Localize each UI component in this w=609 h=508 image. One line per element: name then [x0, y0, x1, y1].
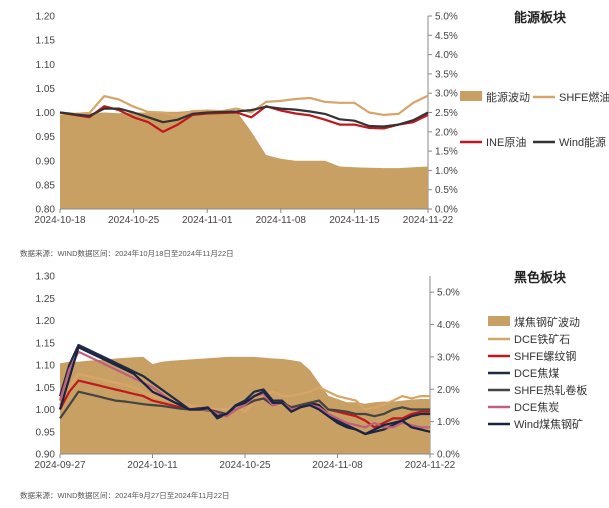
y-right-tick-label: 0.5%: [435, 185, 458, 196]
y-left-tick-label: 0.85: [36, 180, 56, 191]
y-left-tick-label: 1.10: [36, 361, 56, 372]
x-tick-label: 2024-10-11: [127, 460, 178, 471]
line-series-1-4: [58, 350, 430, 429]
y-right-tick-label: 2.5%: [435, 108, 458, 119]
x-tick-label: 2024-10-18: [34, 215, 86, 226]
y-left-tick-label: 1.20: [36, 12, 56, 23]
y-left-tick-label: 0.90: [36, 156, 56, 167]
y-left-tick-label: 0.80: [36, 205, 56, 216]
y-left-tick-label: 1.20: [36, 316, 56, 327]
y-right-tick-label: 1.5%: [435, 147, 458, 158]
y-left-tick-label: 1.15: [36, 36, 56, 47]
legend-label: SHFE热轧卷板: [514, 383, 587, 397]
x-tick-label: 2024-10-25: [108, 215, 160, 226]
y-right-tick-label: 2.0%: [437, 385, 460, 396]
legend-label: DCE焦炭: [514, 401, 559, 414]
y-right-tick-label: 1.0%: [435, 166, 458, 177]
x-tick-label: 2024-09-27: [34, 460, 86, 471]
y-right-tick-label: 4.0%: [435, 50, 458, 61]
legend-label: DCE焦煤: [514, 367, 559, 380]
y-right-tick-label: 4.5%: [435, 31, 458, 42]
x-tick-label: 2024-11-15: [329, 215, 380, 226]
y-left-tick-label: 1.05: [36, 383, 56, 394]
y-left-tick-label: 0.95: [36, 132, 56, 143]
y-right-tick-label: 0.0%: [435, 205, 458, 216]
y-left-tick-label: 1.00: [36, 108, 56, 119]
line-series-1-0: [59, 372, 430, 413]
legend-label: 煤焦钢矿波动: [514, 316, 580, 329]
y-right-tick-label: 3.0%: [437, 352, 460, 363]
y-left-tick-label: 1.30: [36, 272, 56, 283]
y-right-tick-label: 4.0%: [437, 320, 460, 331]
y-right-tick-label: 5.0%: [437, 288, 460, 299]
line-series-0-2: [59, 105, 429, 128]
y-left-tick-label: 1.05: [36, 84, 56, 95]
y-left-tick-label: 1.25: [36, 294, 56, 305]
x-tick-label: 2024-11-01: [182, 215, 233, 226]
legend-label: Wind煤焦钢矿: [514, 418, 583, 431]
legend-label: SHFE螺纹钢: [514, 349, 576, 363]
y-right-tick-label: 0.0%: [437, 450, 460, 461]
legend-label: 能源波动: [486, 90, 530, 104]
legend-label: Wind能源: [559, 135, 606, 149]
legend-swatch-area: [460, 91, 482, 101]
legend-label: SHFE燃油: [559, 90, 609, 104]
x-tick-label: 2024-11-08: [256, 215, 307, 226]
y-left-tick-label: 1.00: [36, 405, 56, 416]
y-right-tick-label: 5.0%: [435, 12, 458, 23]
y-right-tick-label: 2.0%: [435, 127, 458, 138]
source-note: 数据来源：WIND数据区间：2024年10月18日至2024年11月22日: [20, 248, 234, 258]
y-left-tick-label: 1.15: [36, 338, 56, 349]
y-right-tick-label: 3.0%: [435, 89, 458, 100]
line-series-0-1: [59, 105, 429, 133]
legend-label: INE原油: [486, 135, 526, 149]
legend-swatch-area: [488, 316, 510, 326]
y-left-tick-label: 1.10: [36, 60, 56, 71]
area-series-0: [60, 110, 428, 209]
panel-title: 能源板块: [514, 10, 567, 25]
source-note: 数据来源：WIND数据区间：2024年9月27日至2024年11月22日: [20, 490, 230, 500]
x-tick-label: 2024-11-08: [312, 460, 363, 471]
x-tick-label: 2024-10-25: [219, 460, 271, 471]
x-tick-label: 2024-11-22: [403, 215, 454, 226]
line-series-1-5: [58, 346, 431, 436]
y-left-tick-label: 0.90: [36, 450, 56, 461]
y-right-tick-label: 3.5%: [435, 69, 458, 80]
line-series-0-0: [59, 94, 429, 118]
legend-label: DCE铁矿石: [514, 333, 570, 346]
panel-title: 黑色板块: [514, 270, 567, 285]
y-left-tick-label: 0.95: [36, 427, 56, 438]
x-tick-label: 2024-11-22: [405, 460, 456, 471]
y-right-tick-label: 1.0%: [437, 417, 460, 428]
